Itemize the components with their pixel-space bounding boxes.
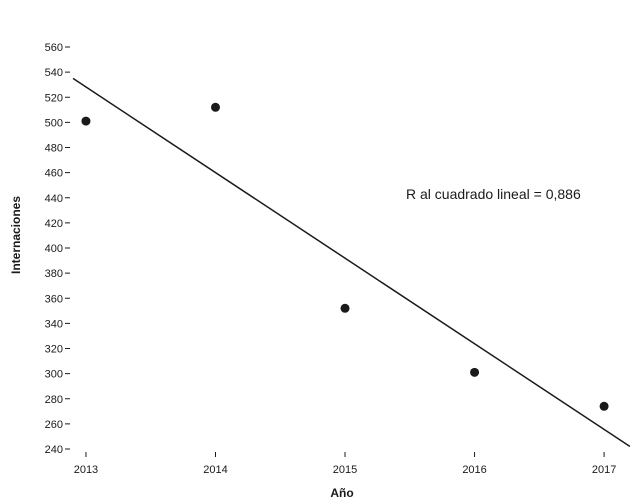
- y-tick-label: 300: [45, 369, 63, 381]
- y-tick-label: 260: [45, 419, 63, 431]
- y-tick-label: 400: [45, 243, 63, 255]
- data-point: [210, 102, 220, 112]
- data-point: [340, 303, 350, 313]
- x-tick-label: 2015: [333, 464, 357, 476]
- y-tick-label: 280: [45, 394, 63, 406]
- y-tick-label: 560: [45, 42, 63, 54]
- x-tick-label: 2014: [203, 464, 227, 476]
- y-tick-label: 340: [45, 318, 63, 330]
- r-squared-annotation: R al cuadrado lineal = 0,886: [406, 186, 581, 202]
- x-tick-label: 2013: [74, 464, 98, 476]
- data-point: [470, 367, 480, 377]
- data-point: [81, 116, 91, 126]
- x-tick-label: 2017: [592, 464, 616, 476]
- x-tick-label: 2016: [462, 464, 486, 476]
- regression-line: [72, 77, 630, 448]
- y-tick-label: 320: [45, 344, 63, 356]
- y-tick-label: 520: [45, 92, 63, 104]
- y-tick-label: 360: [45, 293, 63, 305]
- y-tick-label: 460: [45, 168, 63, 180]
- x-axis-title: Año: [330, 486, 353, 500]
- y-tick-label: 480: [45, 143, 63, 155]
- y-axis: 240 260 280 300 320 340 360 380 400 420 440 460 480 5…: [45, 42, 70, 456]
- y-tick-label: 240: [45, 444, 63, 456]
- x-axis: 2013 2014 2015 2016 2017: [74, 452, 616, 476]
- y-tick-label: 380: [45, 268, 63, 280]
- y-tick-label: 540: [45, 67, 63, 79]
- y-tick-label: 420: [45, 218, 63, 230]
- y-axis-title: Internaciones: [9, 196, 23, 274]
- y-tick-label: 440: [45, 193, 63, 205]
- y-tick-label: 500: [45, 117, 63, 129]
- data-point: [599, 401, 609, 411]
- plot-area: [72, 77, 630, 448]
